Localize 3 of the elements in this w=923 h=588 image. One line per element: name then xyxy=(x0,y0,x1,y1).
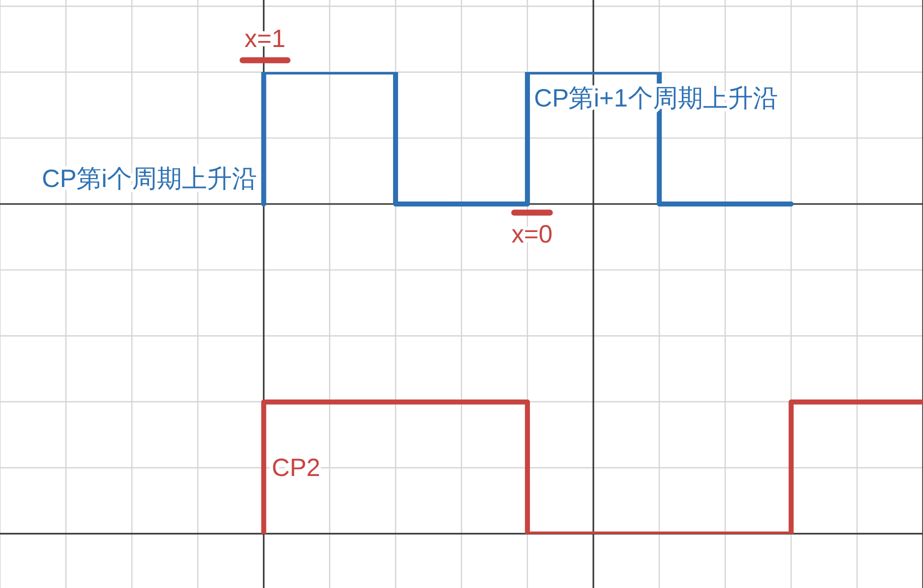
annotation: x=0 xyxy=(512,220,553,248)
series-label: CP2 xyxy=(272,454,320,482)
annotation: CP第i个周期上升沿 xyxy=(42,164,258,193)
